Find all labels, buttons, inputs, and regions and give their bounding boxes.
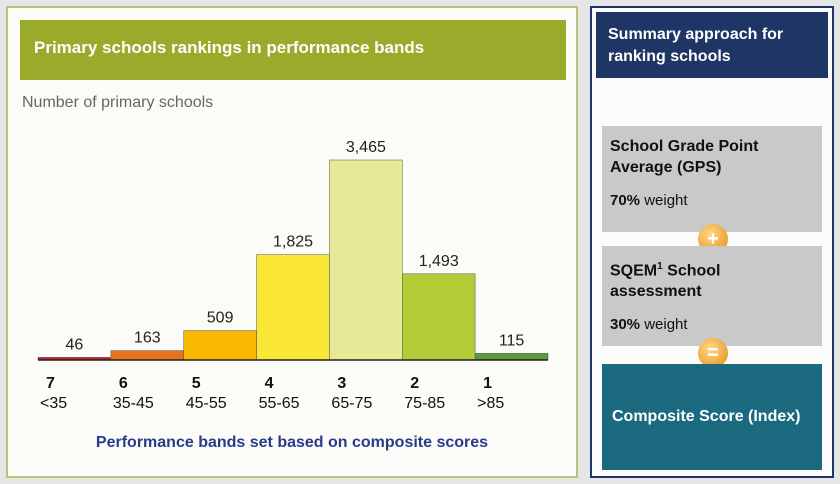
value-label: 46 — [66, 336, 84, 353]
bar — [329, 159, 403, 361]
value-label: 509 — [207, 310, 234, 327]
item-label: School Grade Point Average (GPS) — [610, 138, 759, 176]
item-box: SQEM1 School assessment 30% weight — [602, 246, 822, 346]
bar — [402, 273, 476, 361]
weight-value: 70% — [610, 192, 641, 209]
x-range-label: 75-85 — [404, 395, 445, 412]
bar — [474, 353, 549, 361]
value-label: 1,825 — [273, 234, 313, 251]
x-tick-label: 1 — [483, 375, 492, 392]
equals-icon: = — [698, 338, 728, 368]
x-range-label: <35 — [40, 395, 67, 412]
result-box: Composite Score (Index) — [602, 364, 822, 470]
item-box: School Grade Point Average (GPS) 70% wei… — [602, 126, 822, 232]
label-main: SQEM — [610, 262, 658, 280]
x-tick-label: 4 — [265, 375, 274, 392]
x-range-label: 45-55 — [186, 395, 227, 412]
x-range-label: >85 — [477, 395, 504, 412]
chart-title: Primary schools rankings in performance … — [20, 20, 566, 80]
value-label: 3,465 — [346, 139, 386, 156]
bar — [183, 330, 257, 361]
chart-subtitle: Number of primary schools — [22, 94, 214, 111]
bar — [256, 254, 330, 361]
item-label: SQEM1 School assessment — [610, 256, 814, 302]
x-tick-label: 3 — [337, 375, 346, 392]
x-tick-label: 6 — [119, 375, 128, 392]
summary-panel: Summary approach for ranking schools Sch… — [590, 6, 834, 478]
x-tick-label: 5 — [192, 375, 201, 392]
footnote: Performance bands set based on composite… — [95, 434, 489, 451]
plot: 46 7 <35 163 6 35-45 509 5 45-55 1,825 4 55-65 3,465… — [37, 139, 549, 412]
x-range-label: 65-75 — [331, 395, 372, 412]
x-tick-label: 7 — [46, 375, 55, 392]
label-rest: School assessment — [610, 262, 721, 301]
x-range-label: 35-45 — [113, 395, 154, 412]
item-weight: 30% weight — [610, 314, 814, 335]
chart-panel: Primary schools rankings in performance … — [6, 6, 578, 478]
x-range-label: 55-65 — [259, 395, 300, 412]
value-label: 1,493 — [419, 253, 459, 270]
bar — [110, 350, 184, 361]
label-sup: 1 — [657, 261, 663, 272]
weight-text: weight — [644, 192, 688, 209]
x-tick-label: 2 — [410, 375, 419, 392]
weight-value: 30% — [610, 316, 641, 334]
item-weight: 70% weight — [610, 190, 814, 211]
summary-title: Summary approach for ranking schools — [596, 12, 828, 78]
value-label: 163 — [134, 330, 161, 347]
weight-text: weight — [644, 316, 688, 334]
value-label: 115 — [499, 332, 525, 349]
